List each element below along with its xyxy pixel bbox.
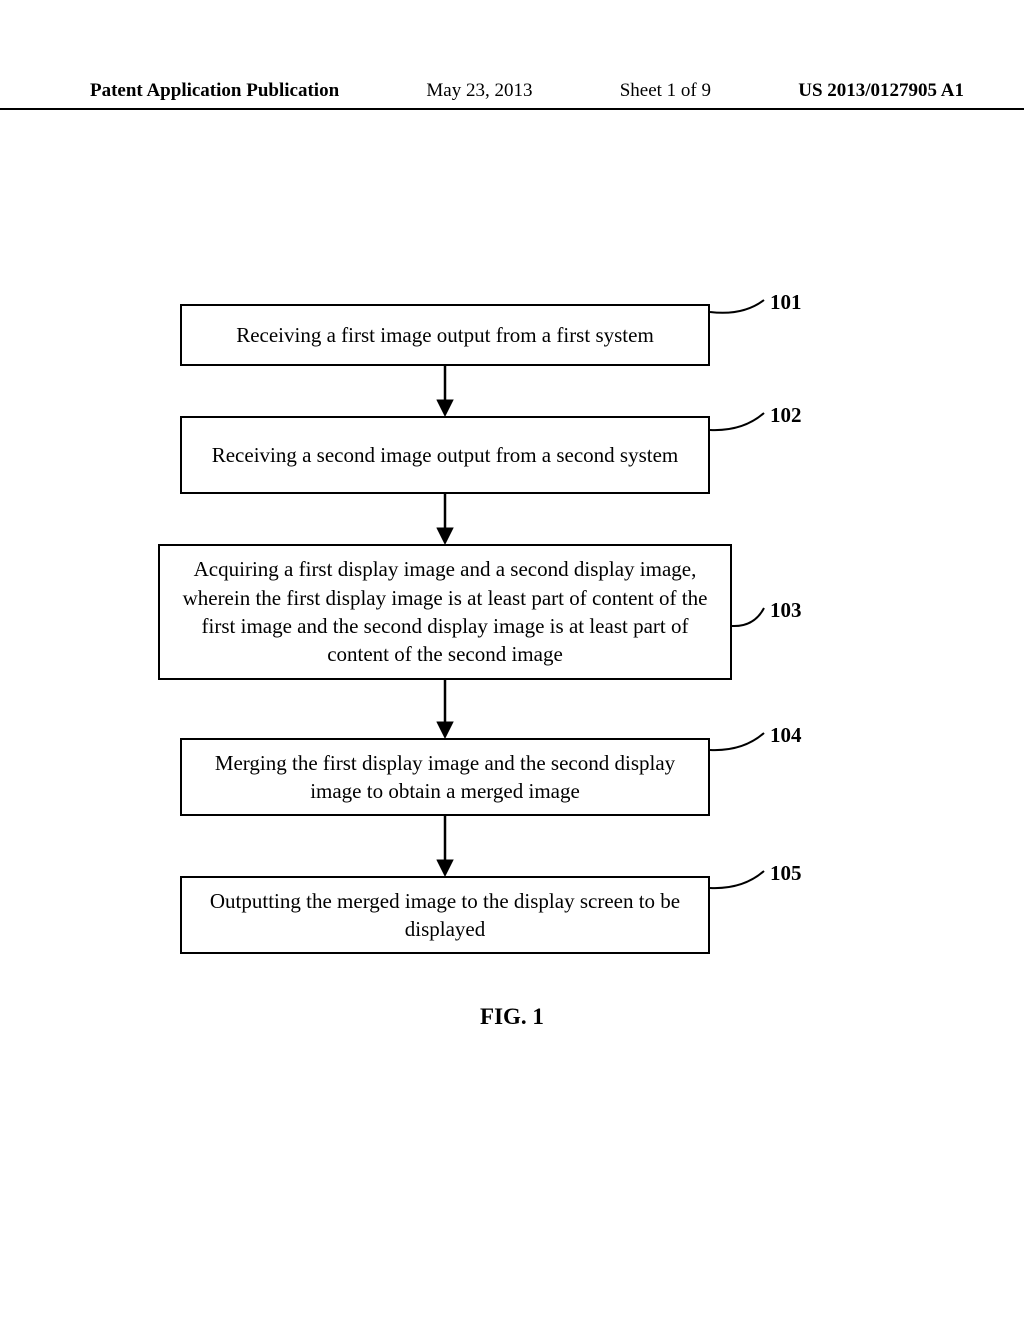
flowchart-node: Receiving a second image output from a s…	[180, 416, 710, 494]
flowchart-node: Acquiring a first display image and a se…	[158, 544, 732, 680]
flowchart-node: Merging the first display image and the …	[180, 738, 710, 816]
flowchart: Receiving a first image output from a fi…	[0, 0, 1024, 1320]
reference-label: 105	[770, 861, 802, 886]
reference-label: 103	[770, 598, 802, 623]
reference-label: 102	[770, 403, 802, 428]
flowchart-node: Receiving a first image output from a fi…	[180, 304, 710, 366]
flowchart-node: Outputting the merged image to the displ…	[180, 876, 710, 954]
reference-label: 104	[770, 723, 802, 748]
reference-label: 101	[770, 290, 802, 315]
figure-caption: FIG. 1	[0, 1004, 1024, 1030]
